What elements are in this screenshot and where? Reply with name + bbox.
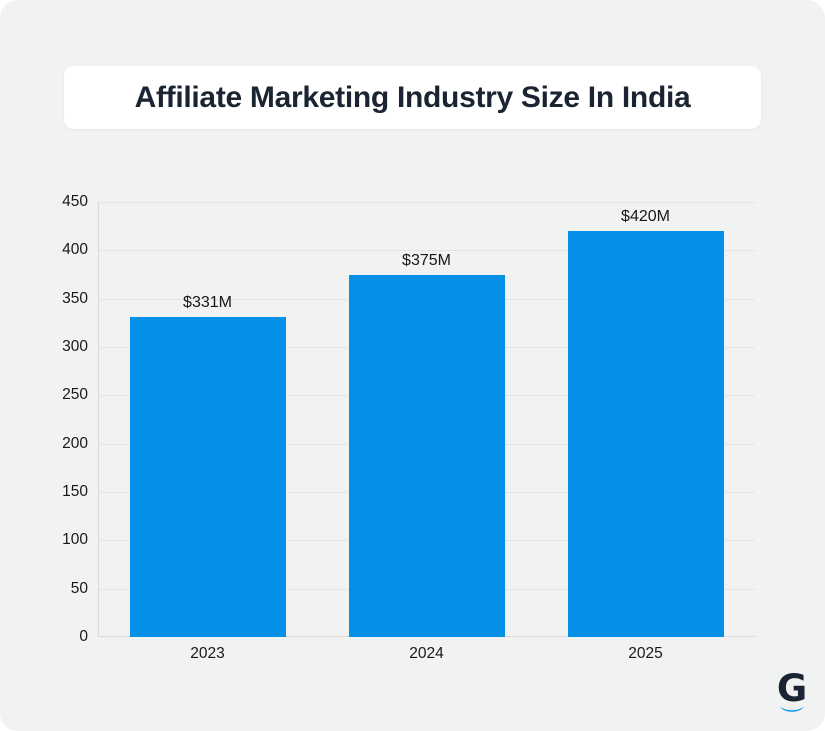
gridline xyxy=(98,250,755,252)
bar xyxy=(129,317,286,637)
plot-area: $331M 2023 $375M 2024 $420M 2025 xyxy=(98,202,755,662)
y-tick-label: 200 xyxy=(62,434,88,452)
bar-value-label: $375M xyxy=(402,251,451,269)
logo-letter-g: G xyxy=(776,667,808,710)
y-tick-label: 350 xyxy=(62,289,88,307)
title-card: Affiliate Marketing Industry Size In Ind… xyxy=(64,66,761,129)
y-tick-label: 100 xyxy=(62,531,88,549)
y-axis-line xyxy=(98,202,99,637)
y-tick-label: 250 xyxy=(62,386,88,404)
y-tick-label: 400 xyxy=(62,241,88,259)
bar-value-label: $331M xyxy=(183,294,232,312)
bar xyxy=(567,231,724,637)
bar-value-label: $420M xyxy=(621,208,670,225)
y-tick-label: 450 xyxy=(62,193,88,210)
y-tick-label: 0 xyxy=(79,628,88,645)
x-tick-label: 2025 xyxy=(628,645,663,662)
page-title: Affiliate Marketing Industry Size In Ind… xyxy=(134,80,691,114)
x-tick-label: 2024 xyxy=(409,645,444,662)
logo-swoosh-icon xyxy=(780,706,804,712)
gridline xyxy=(98,202,755,203)
x-tick-label: 2023 xyxy=(190,645,225,662)
y-tick-label: 150 xyxy=(62,483,88,500)
y-tick-label: 300 xyxy=(62,338,88,355)
brand-logo: G xyxy=(774,670,810,714)
bar xyxy=(348,274,505,637)
y-tick-label: 50 xyxy=(70,579,88,597)
